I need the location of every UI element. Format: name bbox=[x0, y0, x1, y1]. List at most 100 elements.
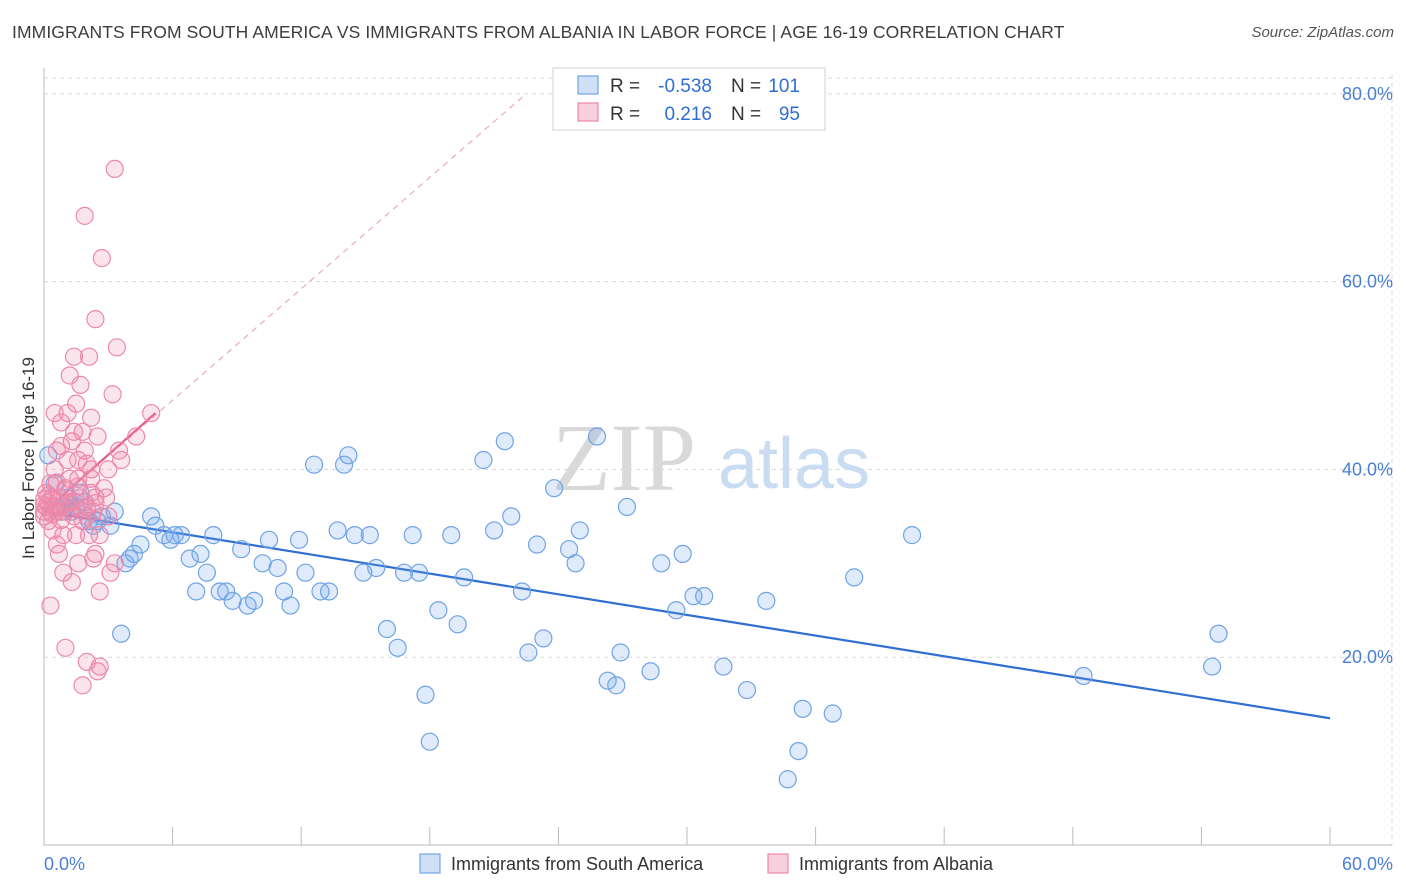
series-south-america-points bbox=[39, 427, 1228, 789]
south-america-point-93 bbox=[793, 699, 812, 718]
albania-point-19 bbox=[52, 413, 71, 432]
south-america-point-90 bbox=[714, 657, 733, 676]
albania-point-45 bbox=[79, 347, 99, 366]
south-america-point-86 bbox=[667, 601, 686, 620]
albania-point-36 bbox=[71, 375, 90, 394]
south-america-point-26 bbox=[165, 526, 184, 545]
albania-point-93 bbox=[82, 469, 101, 488]
stat-r-value-blue: -0.538 bbox=[658, 76, 712, 97]
y-tick-label-0: 20.0% bbox=[1342, 647, 1393, 667]
watermark: ZIP atlas bbox=[552, 404, 870, 511]
south-america-point-67 bbox=[474, 450, 493, 470]
y-tick-label-1: 40.0% bbox=[1342, 459, 1393, 479]
stat-r-label-blue: R = bbox=[610, 76, 640, 97]
south-america-point-64 bbox=[442, 526, 461, 545]
south-america-point-21 bbox=[131, 535, 150, 554]
albania-point-21 bbox=[54, 526, 73, 545]
south-america-point-56 bbox=[377, 619, 397, 639]
south-america-point-28 bbox=[180, 549, 199, 568]
albania-point-70 bbox=[41, 596, 60, 615]
chart-title: IMMIGRANTS FROM SOUTH AMERICA VS IMMIGRA… bbox=[12, 22, 1065, 42]
albania-point-68 bbox=[127, 427, 146, 446]
x-tick-label-min: 0.0% bbox=[44, 854, 85, 874]
albania-point-33 bbox=[67, 394, 86, 413]
south-america-point-66 bbox=[454, 568, 474, 587]
south-america-point-61 bbox=[416, 685, 435, 704]
south-america-point-27 bbox=[172, 526, 191, 545]
y-axis-label: In Labor Force | Age 16-19 bbox=[19, 357, 38, 559]
stats-legend: R = -0.538 N = 101 R = 0.216 N = 95 bbox=[552, 67, 826, 131]
south-america-point-36 bbox=[232, 540, 251, 559]
albania-trend-line bbox=[43, 412, 157, 513]
albania-point-60 bbox=[99, 460, 118, 479]
south-america-point-100 bbox=[1203, 657, 1222, 676]
south-america-point-58 bbox=[394, 563, 414, 582]
south-america-point-57 bbox=[388, 638, 407, 657]
south-america-point-84 bbox=[641, 662, 660, 681]
south-america-point-52 bbox=[345, 526, 364, 545]
south-america-point-85 bbox=[652, 554, 671, 573]
south-america-point-77 bbox=[566, 554, 585, 573]
y-tick-label-2: 60.0% bbox=[1342, 272, 1393, 292]
south-america-point-83 bbox=[617, 497, 637, 517]
south-america-point-89 bbox=[695, 587, 714, 606]
stat-n-label-pink: N = bbox=[731, 104, 761, 125]
south-america-point-29 bbox=[187, 582, 206, 601]
albania-point-41 bbox=[75, 206, 94, 225]
south-america-point-59 bbox=[403, 526, 422, 545]
albania-point-59 bbox=[99, 507, 118, 526]
south-america-point-75 bbox=[545, 479, 564, 498]
albania-point-73 bbox=[52, 436, 71, 456]
x-tick-labels: 0.0% 60.0% bbox=[44, 854, 1393, 874]
south-america-point-45 bbox=[296, 563, 315, 582]
south-america-point-30 bbox=[191, 544, 210, 564]
south-america-point-99 bbox=[1074, 666, 1093, 686]
albania-point-55 bbox=[90, 582, 109, 601]
stat-n-value-pink: 95 bbox=[779, 104, 800, 125]
south-america-point-91 bbox=[737, 680, 757, 700]
south-america-point-40 bbox=[259, 530, 279, 549]
south-america-point-94 bbox=[823, 704, 842, 723]
south-america-point-50 bbox=[334, 455, 354, 474]
x-tick-label-max: 60.0% bbox=[1342, 854, 1393, 874]
south-america-point-68 bbox=[485, 521, 504, 540]
albania-point-51 bbox=[86, 310, 105, 329]
south-america-point-71 bbox=[512, 582, 532, 601]
south-america-point-17 bbox=[112, 624, 131, 643]
south-america-point-46 bbox=[304, 455, 324, 474]
albania-point-72 bbox=[47, 535, 66, 554]
albania-point-65 bbox=[107, 338, 126, 357]
stat-r-label-pink: R = bbox=[610, 104, 640, 125]
albania-point-76 bbox=[64, 422, 84, 441]
albania-point-61 bbox=[101, 563, 120, 582]
legend-label-albania: Immigrants from Albania bbox=[799, 854, 994, 874]
south-america-trend-line bbox=[43, 510, 1331, 720]
south-america-point-97 bbox=[778, 770, 797, 789]
albania-point-92 bbox=[77, 454, 96, 473]
south-america-point-51 bbox=[339, 446, 358, 465]
albania-point-64 bbox=[105, 159, 124, 179]
south-america-point-49 bbox=[328, 521, 347, 540]
albania-point-54 bbox=[90, 526, 109, 545]
y-tick-labels: 20.0% 40.0% 60.0% 80.0% bbox=[1342, 84, 1393, 667]
south-america-point-80 bbox=[598, 671, 617, 690]
south-america-point-39 bbox=[253, 554, 272, 573]
stat-r-value-pink: 0.216 bbox=[664, 104, 712, 125]
south-america-point-88 bbox=[684, 587, 703, 606]
south-america-point-32 bbox=[204, 526, 223, 545]
albania-point-82 bbox=[90, 657, 109, 676]
south-america-point-65 bbox=[448, 615, 467, 634]
albania-point-52 bbox=[88, 662, 107, 681]
south-america-point-87 bbox=[673, 544, 692, 564]
south-america-point-74 bbox=[534, 629, 553, 648]
south-america-point-33 bbox=[210, 582, 229, 601]
legend-label-south-america: Immigrants from South America bbox=[451, 854, 704, 874]
south-america-point-79 bbox=[587, 427, 607, 446]
source-note: Source: ZipAtlas.com bbox=[1251, 24, 1394, 41]
south-america-point-54 bbox=[360, 526, 379, 545]
south-america-point-95 bbox=[845, 568, 864, 587]
stats-blue-swatch bbox=[577, 75, 599, 95]
albania-point-49 bbox=[84, 549, 103, 568]
south-america-point-34 bbox=[217, 582, 236, 601]
albania-point-53 bbox=[88, 427, 107, 446]
